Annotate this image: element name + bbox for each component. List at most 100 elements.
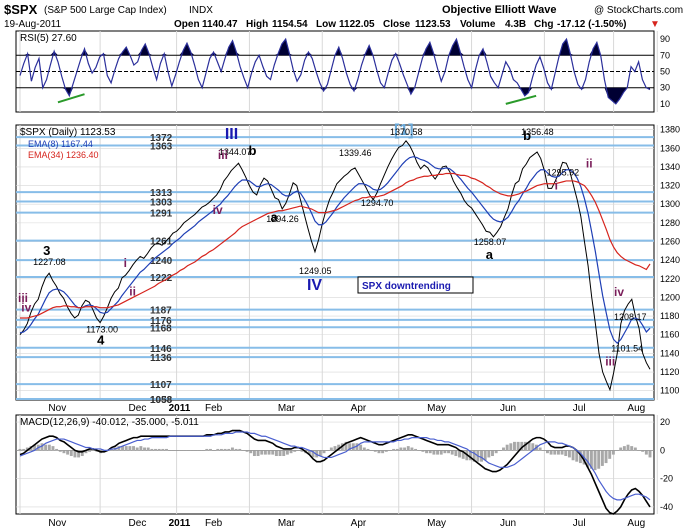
macd-histogram-bar [556,450,560,455]
price-tick-label: 1260 [660,237,680,247]
chg-label: Chg [534,19,553,30]
open-value: 1140.47 [202,19,238,30]
macd-histogram-bar [414,448,418,451]
macd-histogram-bar [326,450,330,451]
macd-histogram-bar [461,450,465,459]
wave-annotation: 3 [43,243,50,258]
macd-histogram-bar [421,450,425,452]
macd-histogram-bar [395,448,399,451]
macd-histogram-bar [454,450,458,457]
price-x-label: Jun [500,403,516,414]
close-value: 1123.53 [415,19,451,30]
macd-histogram-bar [168,450,172,451]
rsi-label: RSI(5) 27.60 [20,33,77,44]
price-tick-label: 1100 [660,386,679,396]
macd-x-label: Jul [573,518,586,529]
macd-histogram-bar [267,450,271,455]
macd-histogram-bar [256,450,260,457]
macd-histogram-bar [40,443,44,451]
macd-histogram-bar [362,447,366,451]
support-resistance-label: 1187 [150,306,172,317]
macd-histogram-bar [234,448,238,451]
macd-histogram-bar [322,450,326,454]
chart-source: Objective Elliott Wave [442,4,557,16]
wave-annotation: ii [586,157,593,171]
high-value: 1154.54 [272,19,308,30]
macd-histogram-bar [80,450,84,457]
macd-histogram-bar [44,444,48,451]
macd-histogram-bar [480,450,483,462]
macd-histogram-bar [597,450,601,469]
macd-histogram-bar [249,450,253,454]
chart-date: 19-Aug-2011 [4,19,62,30]
price-tick-label: 1160 [660,330,679,340]
support-resistance-label: 1058 [150,395,173,406]
rsi-trendline [57,93,85,104]
macd-histogram-bar [648,450,652,458]
macd-histogram-bar [219,448,223,451]
macd-histogram-bar [124,446,128,451]
macd-histogram-bar [238,448,242,451]
macd-histogram-bar [483,450,487,461]
macd-histogram-bar [505,444,509,451]
wave-annotation: 4 [97,333,105,348]
support-resistance-label: 1090 [150,395,173,406]
price-x-label: May [427,403,446,414]
macd-histogram-bar [66,450,70,455]
chart-exchange: INDX [189,5,213,16]
macd-histogram-bar [575,450,579,462]
macd-histogram-bar [227,448,231,451]
macd-histogram-bar [194,450,198,451]
support-resistance-label: 1176 [150,316,172,327]
macd-histogram-bar [622,446,626,451]
macd-histogram-bar [436,450,440,455]
macd-histogram-bar [88,450,92,452]
macd-histogram-bar [69,450,73,457]
ema-slow-line [20,172,651,319]
macd-histogram-bar [384,450,388,452]
chart-symbol: $SPX [4,2,38,17]
support-resistance-label: 1146 [150,344,172,355]
wave-annotation: iii [18,291,28,305]
macd-histogram-bar [252,450,256,457]
macd-layer: -40 -20 0 20 Nov Dec 2011 Feb Mar Apr May Jun Jul Aug [16,415,673,529]
macd-histogram-bar [502,447,505,451]
support-resistance-label: 1372 [150,133,173,144]
rsi-layer: 10 30 50 70 90 [16,31,670,112]
wave-annotation: 1173.00 [86,325,118,335]
macd-histogram-bar [241,450,245,451]
price-title: $SPX (Daily) 1123.53 [20,127,116,138]
rsi-tick-label: 90 [660,34,670,44]
macd-histogram-bar [586,450,590,468]
price-tick-label: 1320 [660,181,680,191]
macd-histogram-bar [410,447,414,451]
macd-histogram-bar [578,450,582,464]
macd-histogram-bar [73,450,77,458]
macd-histogram-bar [348,443,352,451]
macd-histogram-bar [183,450,187,451]
high-label: High [246,19,268,30]
macd-histogram-bar [55,448,59,451]
note-box [357,276,474,294]
macd-histogram-bar [359,444,363,451]
macd-histogram-bar [428,450,432,454]
wave-annotation: 1249.05 [299,266,332,276]
wave-annotation: 1339.46 [339,148,372,158]
support-resistance-label: 1240 [150,256,173,267]
macd-histogram-bar [355,443,359,451]
low-value: 1122.05 [339,19,375,30]
macd-x-label: Dec [129,518,147,529]
macd-histogram-bar [487,450,491,458]
macd-histogram-bar [432,450,436,455]
price-tick-label: 1340 [660,162,680,172]
macd-histogram-bar [216,448,220,451]
macd-histogram-bar [516,441,520,451]
wave-annotation: a [486,247,494,262]
price-tick-label: 1240 [660,255,680,265]
macd-histogram-bar [337,444,341,451]
macd-label: MACD(12,26,9) -40.012, -35.000, -5.011 [20,417,199,428]
macd-histogram-bar [472,450,476,462]
wave-annotation: 1295.92 [547,167,580,177]
wave-annotation: 1258.07 [474,237,507,247]
macd-histogram-bar [33,444,37,451]
